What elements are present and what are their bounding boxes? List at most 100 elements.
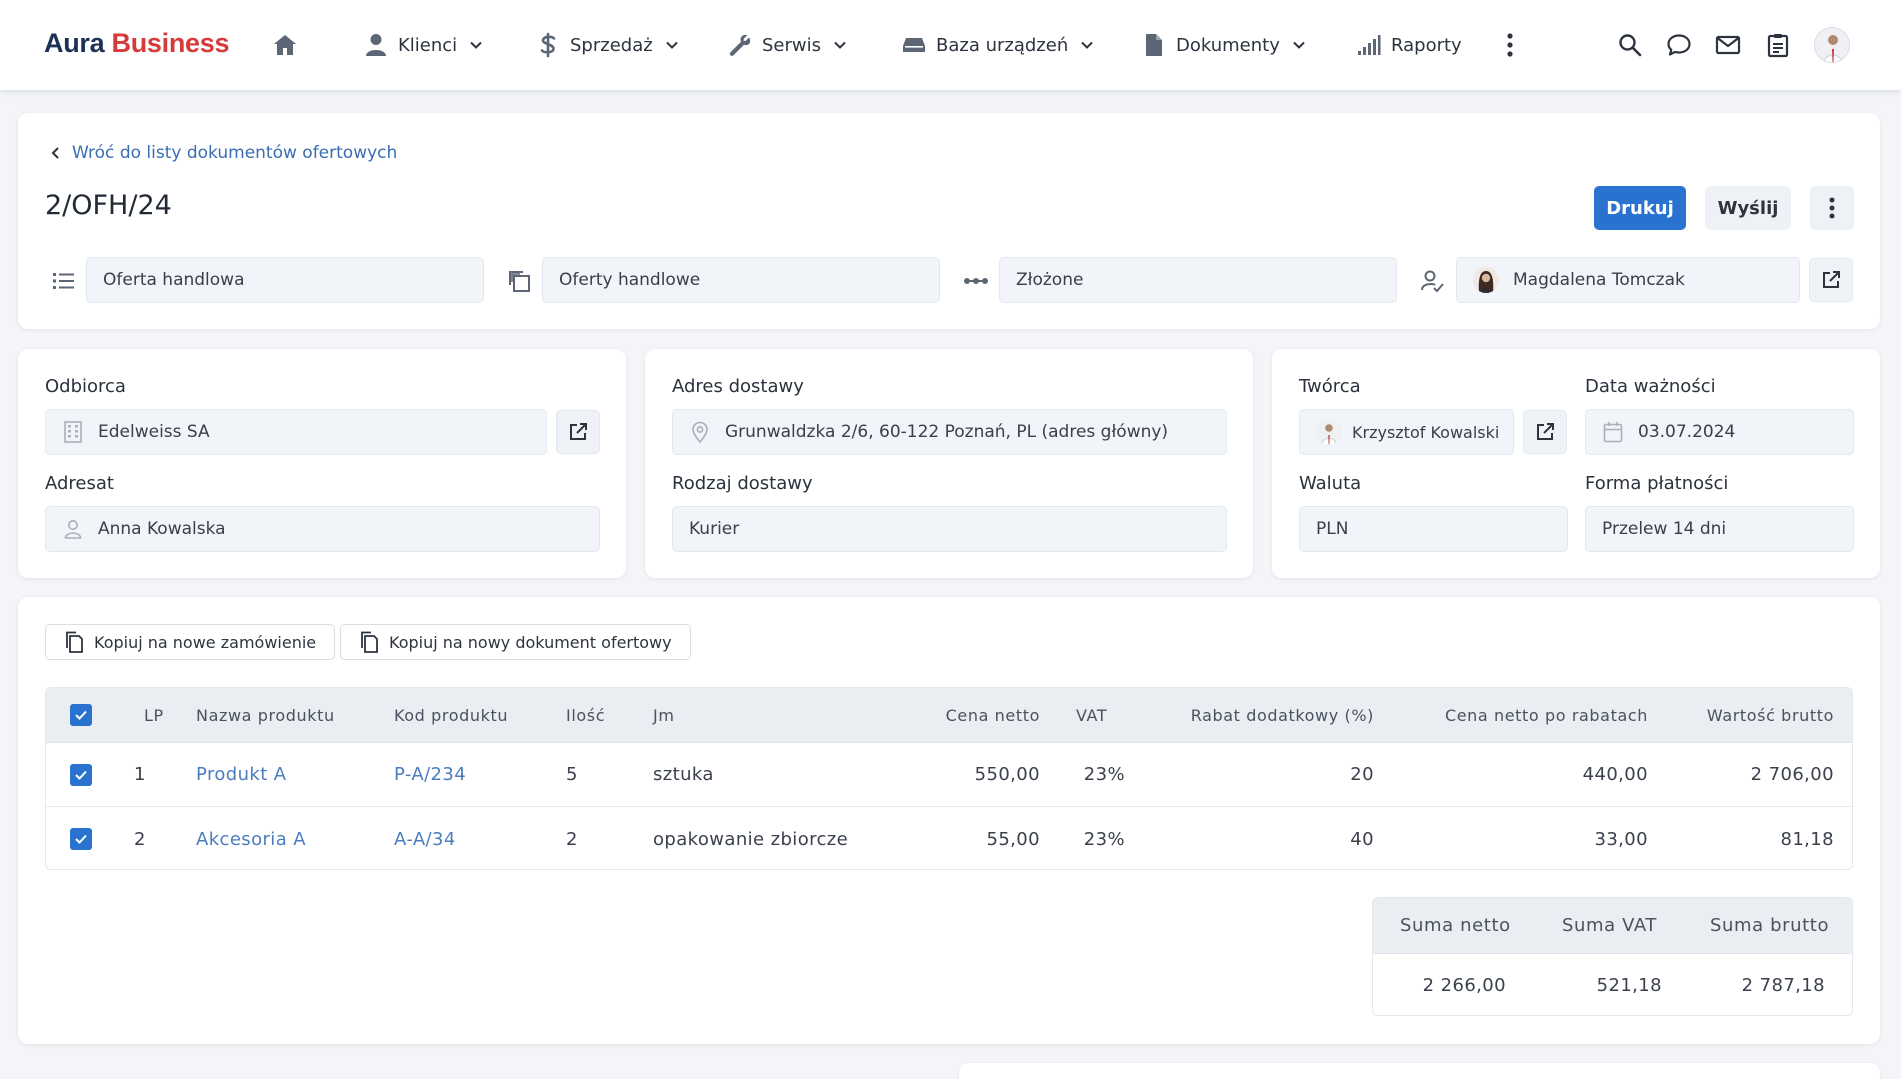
delivery-address-label: Adres dostawy xyxy=(672,376,804,397)
external-link-icon xyxy=(1537,423,1554,440)
mail-icon[interactable] xyxy=(1715,32,1741,58)
assignee-avatar xyxy=(1473,267,1499,293)
column-header-gross[interactable]: Wartość brutto xyxy=(1706,705,1834,725)
column-header-lp[interactable]: LP xyxy=(144,705,164,725)
home-icon[interactable] xyxy=(272,33,298,57)
recipient-field[interactable]: Edelweiss SA xyxy=(45,409,547,455)
column-header-discount[interactable]: Rabat dodatkowy (%) xyxy=(1190,705,1374,725)
row-qty: 2 xyxy=(566,828,578,850)
checkmark-icon xyxy=(75,834,87,844)
creator-avatar xyxy=(1316,419,1342,445)
delivery-type-value: Kurier xyxy=(689,519,740,539)
location-pin-icon xyxy=(689,421,711,443)
app-logo[interactable]: Aura Business xyxy=(44,28,229,59)
back-link-label: Wróć do listy dokumentów ofertowych xyxy=(72,143,398,163)
row-net-price: 55,00 xyxy=(986,828,1040,850)
clipboard-icon[interactable] xyxy=(1765,32,1791,58)
nav-label-dokumenty: Dokumenty xyxy=(1176,34,1280,56)
chat-icon[interactable] xyxy=(1666,32,1692,58)
row-checkbox[interactable] xyxy=(70,807,92,869)
currency-field[interactable]: PLN xyxy=(1299,506,1568,552)
document-status-field[interactable]: Złożone xyxy=(999,257,1397,303)
search-icon[interactable] xyxy=(1617,32,1643,58)
user-avatar[interactable] xyxy=(1814,27,1850,63)
copy-icon xyxy=(361,631,378,653)
row-gross: 2 706,00 xyxy=(1750,764,1834,785)
column-header-name[interactable]: Nazwa produktu xyxy=(196,705,335,725)
items-table: LP Nazwa produktu Kod produktu Ilość Jm … xyxy=(45,687,1853,870)
column-header-unit[interactable]: Jm xyxy=(653,705,675,725)
open-assignee-button[interactable] xyxy=(1809,258,1853,302)
delivery-type-label: Rodzaj dostawy xyxy=(672,473,813,494)
delivery-address-field[interactable]: Grunwaldzka 2/6, 60-122 Poznań, PL (adre… xyxy=(672,409,1227,455)
column-header-qty[interactable]: Ilość xyxy=(566,705,606,725)
logo-part-aura: Aura xyxy=(44,28,105,58)
nav-item-klienci[interactable]: Klienci xyxy=(364,0,483,90)
row-lp: 1 xyxy=(134,764,146,785)
valid-until-field[interactable]: 03.07.2024 xyxy=(1585,409,1854,455)
payment-field[interactable]: Przelew 14 dni xyxy=(1585,506,1854,552)
table-row[interactable]: 1 Produkt A P-A/234 5 sztuka 550,00 23% … xyxy=(46,743,1852,807)
document-type-field[interactable]: Oferta handlowa xyxy=(86,257,484,303)
page-title: 2/OFH/24 xyxy=(45,190,172,221)
copy-to-offer-label: Kopiuj na nowy dokument ofertowy xyxy=(389,632,672,652)
print-button[interactable]: Drukuj xyxy=(1594,186,1686,230)
recipient-value: Edelweiss SA xyxy=(98,422,210,442)
column-header-vat[interactable]: VAT xyxy=(1076,705,1108,725)
row-discount: 20 xyxy=(1350,764,1374,785)
row-gross: 81,18 xyxy=(1780,828,1834,850)
assignee-field[interactable]: Magdalena Tomczak xyxy=(1456,257,1800,303)
column-header-net-after[interactable]: Cena netto po rabatach xyxy=(1444,705,1648,725)
creator-field[interactable]: Krzysztof Kowalski xyxy=(1299,409,1514,455)
valid-until-label: Data ważności xyxy=(1585,376,1716,397)
addressee-label: Adresat xyxy=(45,473,114,494)
payment-value: Przelew 14 dni xyxy=(1602,519,1727,539)
payment-label: Forma płatności xyxy=(1585,473,1729,494)
product-name-link[interactable]: Produkt A xyxy=(196,764,287,785)
product-name-link[interactable]: Akcesoria A xyxy=(196,828,306,850)
document-status-value: Złożone xyxy=(1016,270,1084,290)
open-recipient-button[interactable] xyxy=(556,410,600,454)
back-to-list-link[interactable]: Wróć do listy dokumentów ofertowych xyxy=(50,143,397,163)
currency-label: Waluta xyxy=(1299,473,1362,494)
nav-item-serwis[interactable]: Serwis xyxy=(728,0,847,90)
product-code-link[interactable]: A-A/34 xyxy=(394,828,456,850)
nav-item-sprzedaz[interactable]: Sprzedaż xyxy=(536,0,679,90)
copy-to-order-button[interactable]: Kopiuj na nowe zamówienie xyxy=(45,624,336,660)
summary-table: Suma netto Suma VAT Suma brutto 2 266,00… xyxy=(1372,897,1853,1016)
chevron-down-icon xyxy=(469,38,483,52)
column-header-net-price[interactable]: Cena netto xyxy=(945,705,1040,725)
row-unit: sztuka xyxy=(653,764,714,785)
row-net-after: 440,00 xyxy=(1582,764,1648,785)
delivery-type-field[interactable]: Kurier xyxy=(672,506,1227,552)
nav-item-dokumenty[interactable]: Dokumenty xyxy=(1142,0,1306,90)
row-qty: 5 xyxy=(566,764,578,785)
send-button[interactable]: Wyślij xyxy=(1705,186,1791,230)
recipient-label: Odbiorca xyxy=(45,376,126,397)
product-code-link[interactable]: P-A/234 xyxy=(394,764,467,785)
document-more-button[interactable] xyxy=(1810,186,1854,230)
items-card xyxy=(18,597,1880,1044)
copy-to-offer-button[interactable]: Kopiuj na nowy dokument ofertowy xyxy=(340,624,691,660)
nav-item-baza-urzadzen[interactable]: Baza urządzeń xyxy=(902,0,1094,90)
nav-item-raporty[interactable]: Raporty xyxy=(1357,0,1462,90)
chevron-left-icon xyxy=(51,147,59,159)
open-creator-button[interactable] xyxy=(1523,410,1567,454)
calendar-icon xyxy=(1602,421,1624,443)
row-unit: opakowanie zbiorcze xyxy=(653,828,849,850)
table-row[interactable]: 2 Akcesoria A A-A/34 2 opakowanie zbiorc… xyxy=(46,807,1852,869)
next-section-card xyxy=(959,1063,1880,1079)
user-check-icon xyxy=(1420,268,1446,294)
row-vat: 23% xyxy=(1083,764,1125,785)
addressee-field[interactable]: Anna Kowalska xyxy=(45,506,600,552)
checkmark-icon xyxy=(75,770,87,780)
delivery-address-value: Grunwaldzka 2/6, 60-122 Poznań, PL (adre… xyxy=(725,422,1169,442)
row-net-price: 550,00 xyxy=(974,764,1040,785)
row-checkbox[interactable] xyxy=(70,743,92,806)
chevron-down-icon xyxy=(1080,38,1094,52)
nav-label-sprzedaz: Sprzedaż xyxy=(570,34,653,56)
more-menu-icon[interactable] xyxy=(1500,32,1520,58)
column-header-code[interactable]: Kod produktu xyxy=(394,705,509,725)
document-category-field[interactable]: Oferty handlowe xyxy=(542,257,940,303)
select-all-checkbox[interactable] xyxy=(70,688,92,742)
